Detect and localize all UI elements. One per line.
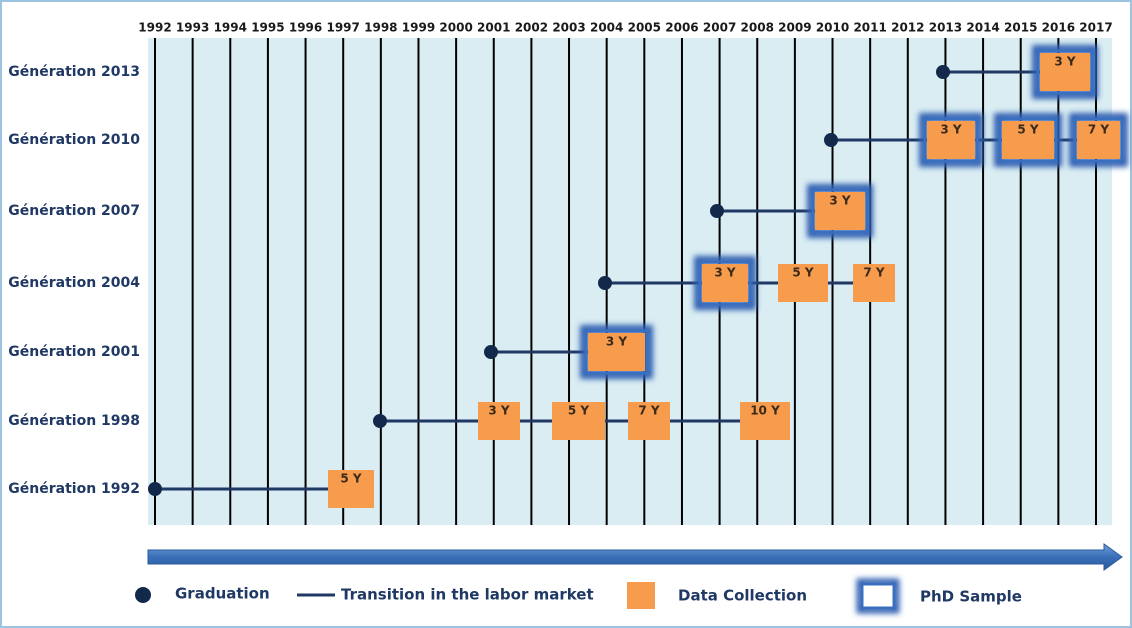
phd-glow: [580, 325, 653, 379]
phd-border: [811, 188, 869, 234]
phd-glow: [694, 256, 756, 310]
phd-border: [1073, 117, 1124, 163]
phd-glow: [994, 113, 1062, 167]
legend-label: Data Collection: [678, 587, 807, 605]
graduation-dot: [598, 276, 612, 290]
data-collection-box: [853, 264, 895, 302]
graduation-dot: [824, 133, 838, 147]
phd-border: [998, 117, 1058, 163]
generation-label: Génération 2013: [8, 64, 140, 80]
year-label: 2008: [741, 21, 774, 35]
graduation-dot: [484, 345, 498, 359]
collection-label: 5 Y: [568, 404, 590, 418]
collection-label: 3 Y: [1054, 55, 1076, 69]
year-label: 2009: [778, 21, 811, 35]
year-label: 1992: [138, 21, 171, 35]
collection-label: 10 Y: [750, 404, 780, 418]
data-collection-box: [1077, 121, 1120, 159]
year-label: 2002: [515, 21, 548, 35]
data-collection-box: [815, 192, 865, 230]
legend-box: [627, 582, 655, 609]
legend-dot: [135, 587, 151, 603]
data-collection-box: [740, 402, 790, 440]
year-label: 2006: [665, 21, 698, 35]
graduation-dot: [373, 414, 387, 428]
collection-label: 7 Y: [863, 266, 885, 280]
time-arrow: [147, 543, 1123, 571]
year-label: 2017: [1079, 21, 1112, 35]
year-label: 1998: [364, 21, 397, 35]
graduation-dot: [148, 482, 162, 496]
phd-border: [923, 117, 979, 163]
data-collection-box: [1002, 121, 1054, 159]
data-collection-box: [702, 264, 748, 302]
year-label: 2011: [853, 21, 886, 35]
collection-label: 3 Y: [829, 194, 851, 208]
year-label: 2007: [703, 21, 736, 35]
generation-label: Génération 2007: [8, 203, 140, 219]
year-label: 2005: [628, 21, 661, 35]
year-label: 1995: [251, 21, 284, 35]
generation-label: Génération 2004: [8, 275, 140, 291]
year-label: 2015: [1004, 21, 1037, 35]
year-label: 2000: [439, 21, 472, 35]
data-collection-box: [588, 333, 645, 371]
phd-border: [1036, 49, 1094, 95]
phd-border: [584, 329, 649, 375]
collection-label: 5 Y: [340, 472, 362, 486]
legend-phd-glow: [856, 578, 900, 614]
year-label: 2010: [816, 21, 849, 35]
data-collection-box: [478, 402, 520, 440]
data-collection-box: [927, 121, 975, 159]
data-collection-box: [1040, 53, 1090, 91]
legend-label: Graduation: [175, 585, 270, 603]
generation-label: Génération 1992: [8, 481, 140, 497]
phd-glow: [807, 184, 873, 238]
year-label: 2013: [929, 21, 962, 35]
year-label: 2012: [891, 21, 924, 35]
data-collection-box: [552, 402, 605, 440]
collection-label: 3 Y: [606, 335, 628, 349]
collection-label: 7 Y: [1088, 123, 1110, 137]
year-label: 1994: [214, 21, 247, 35]
year-label: 2014: [966, 21, 999, 35]
graduation-dot: [710, 204, 724, 218]
graduation-dot: [936, 65, 950, 79]
generation-label: Génération 2001: [8, 344, 140, 360]
year-label: 1993: [176, 21, 209, 35]
year-label: 2016: [1042, 21, 1075, 35]
legend-label: PhD Sample: [920, 588, 1022, 606]
phd-glow: [1069, 113, 1128, 167]
collection-label: 3 Y: [714, 266, 736, 280]
data-collection-box: [628, 402, 670, 440]
year-label: 1996: [289, 21, 322, 35]
data-collection-box: [778, 264, 828, 302]
phd-border: [698, 260, 752, 306]
collection-label: 5 Y: [1017, 123, 1039, 137]
phd-glow: [1032, 45, 1098, 99]
year-label: 1997: [326, 21, 359, 35]
legend-phd-box: [860, 582, 896, 610]
data-collection-box: [328, 470, 374, 508]
generation-label: Génération 1998: [8, 413, 140, 429]
year-label: 1999: [402, 21, 435, 35]
legend-label: Transition in the labor market: [341, 586, 594, 604]
year-label: 2003: [552, 21, 585, 35]
collection-label: 7 Y: [638, 404, 660, 418]
phd-glow: [919, 113, 983, 167]
collection-label: 3 Y: [940, 123, 962, 137]
collection-label: 3 Y: [488, 404, 510, 418]
year-label: 2001: [477, 21, 510, 35]
year-label: 2004: [590, 21, 623, 35]
collection-label: 5 Y: [792, 266, 814, 280]
generation-label: Génération 2010: [8, 132, 140, 148]
